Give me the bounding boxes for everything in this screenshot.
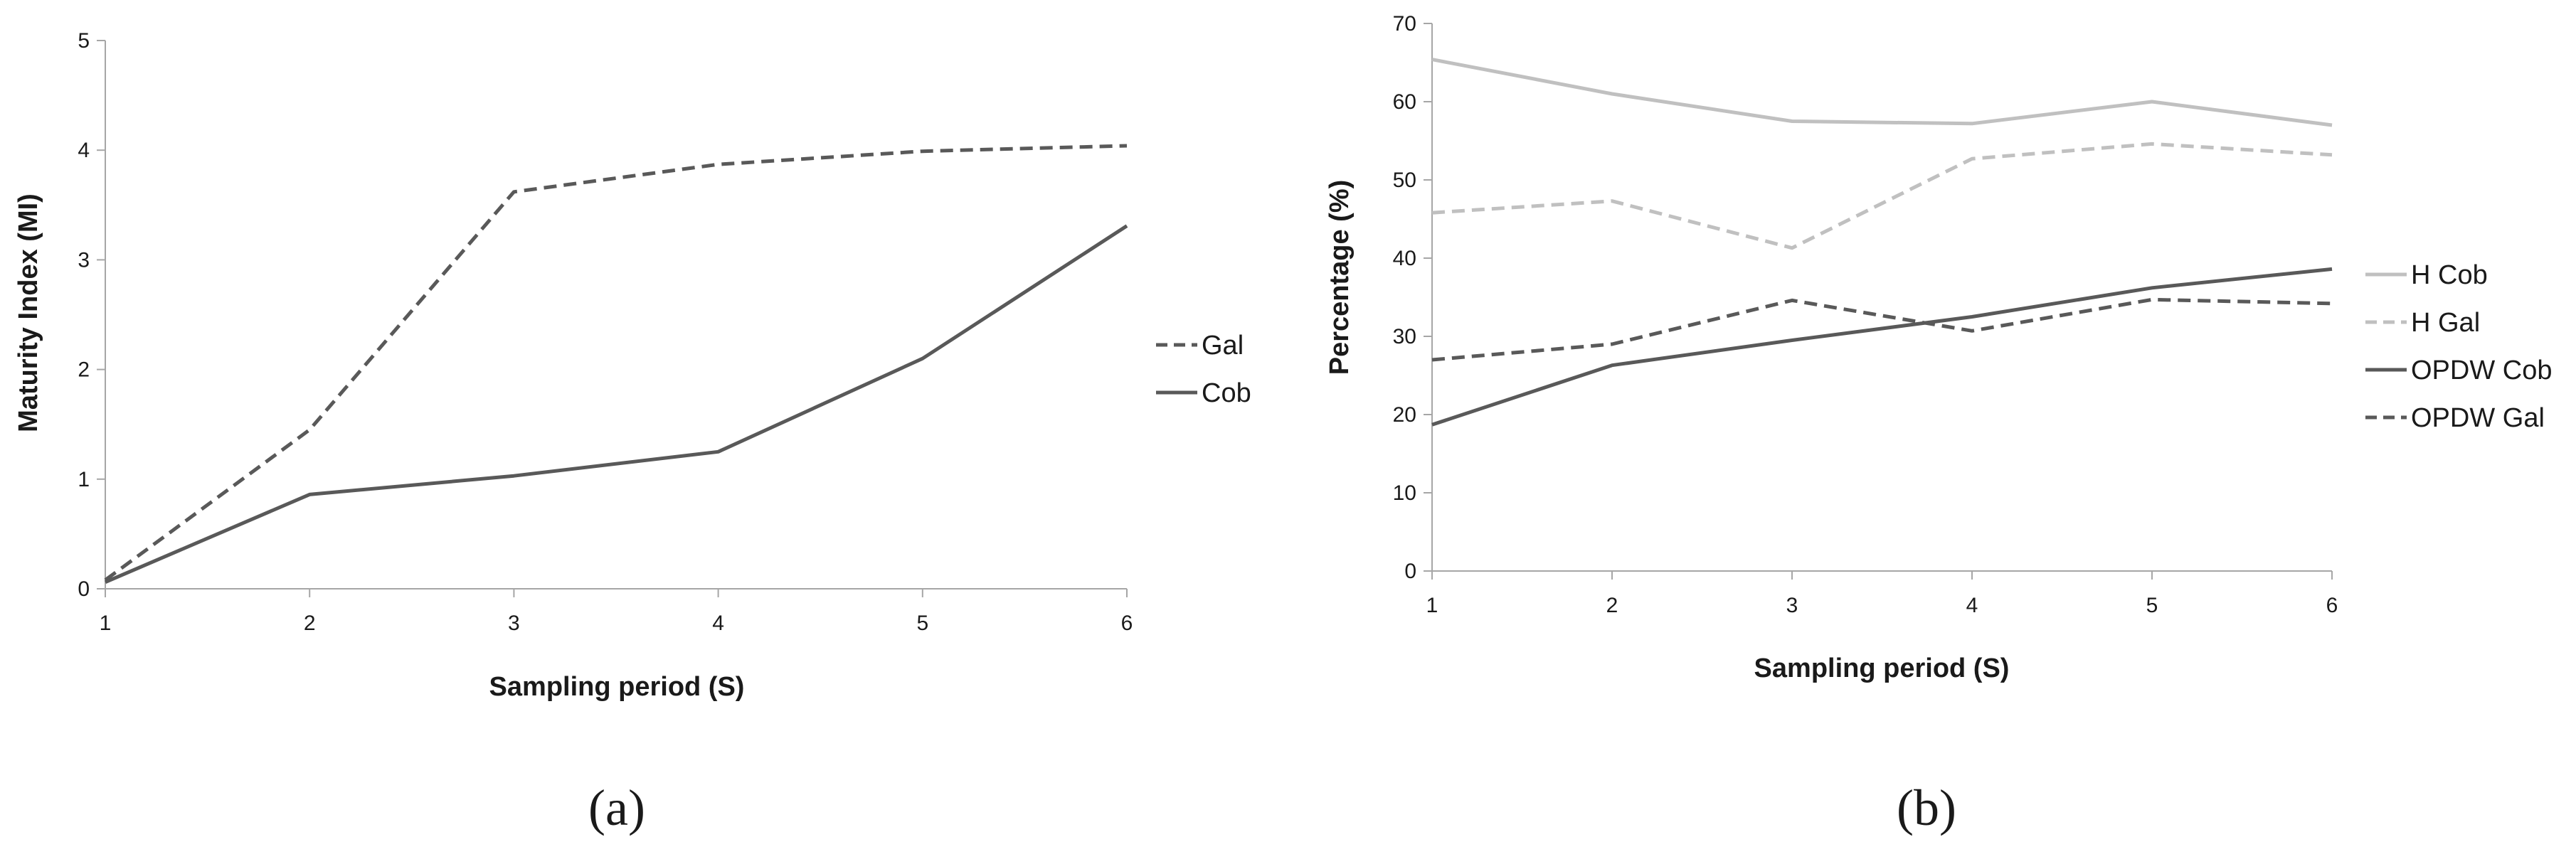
series-line-opdw-cob bbox=[1431, 267, 2333, 427]
legend-label-opdw-gal: OPDW Gal bbox=[2411, 403, 2545, 433]
legend-label-opdw-cob: OPDW Cob bbox=[2411, 356, 2552, 385]
legend-label-gal: Gal bbox=[1202, 331, 1244, 361]
y-tick-label: 70 bbox=[1393, 12, 1416, 36]
y-tick-label: 0 bbox=[78, 577, 90, 601]
series-line-gal bbox=[104, 144, 1128, 582]
chart-b-series bbox=[1431, 58, 2333, 427]
x-tick-label: 2 bbox=[304, 612, 316, 635]
x-tick-label: 1 bbox=[100, 612, 112, 635]
y-tick-label: 20 bbox=[1393, 403, 1416, 427]
chart-b-panel-label: (b) bbox=[1897, 779, 1956, 836]
y-tick-label: 1 bbox=[78, 468, 90, 491]
y-tick-label: 50 bbox=[1393, 169, 1416, 192]
chart-b-axes: 0 10 20 30 40 50 60 70 1 2 3 4 5 6 bbox=[1393, 12, 2338, 617]
chart-panel-b: 0 10 20 30 40 50 60 70 1 2 3 4 5 6 H Cob H Gal OPDW Cob… bbox=[1288, 0, 2576, 855]
chart-b-y-axis-title: Percentage (%) bbox=[1325, 180, 1355, 375]
chart-b-legend: H Cob H Gal OPDW Cob OPDW Gal bbox=[2365, 260, 2552, 433]
x-tick-label: 3 bbox=[1786, 594, 1798, 617]
chart-a-x-axis-title: Sampling period (S) bbox=[489, 672, 745, 702]
y-tick-label: 4 bbox=[78, 139, 90, 162]
series-line-h-gal bbox=[1431, 142, 2333, 250]
chart-a-panel-label: (a) bbox=[588, 779, 645, 836]
series-line-opdw-gal bbox=[1431, 297, 2333, 362]
chart-b-svg: 0 10 20 30 40 50 60 70 1 2 3 4 5 6 H Cob H Gal OPDW Cob… bbox=[1325, 12, 2552, 836]
legend-label-h-gal: H Gal bbox=[2411, 308, 2480, 338]
y-tick-label: 10 bbox=[1393, 481, 1416, 505]
y-tick-label: 0 bbox=[1404, 560, 1416, 583]
x-tick-label: 6 bbox=[2326, 594, 2338, 617]
y-tick-label: 3 bbox=[78, 248, 90, 272]
x-tick-label: 4 bbox=[712, 612, 724, 635]
x-tick-label: 2 bbox=[1606, 594, 1618, 617]
legend-label-h-cob: H Cob bbox=[2411, 260, 2488, 290]
y-tick-label: 30 bbox=[1393, 325, 1416, 348]
chart-a-series bbox=[104, 144, 1128, 584]
x-tick-label: 3 bbox=[508, 612, 520, 635]
x-tick-label: 4 bbox=[1966, 594, 1978, 617]
x-tick-label: 1 bbox=[1426, 594, 1438, 617]
x-tick-label: 6 bbox=[1121, 612, 1133, 635]
y-tick-label: 40 bbox=[1393, 247, 1416, 270]
x-tick-label: 5 bbox=[2146, 594, 2158, 617]
chart-a-legend: Gal Cob bbox=[1156, 331, 1251, 408]
series-line-cob bbox=[105, 224, 1128, 584]
y-tick-label: 60 bbox=[1393, 90, 1416, 114]
x-tick-label: 5 bbox=[916, 612, 928, 635]
series-line-h-cob bbox=[1431, 58, 2333, 127]
legend-label-cob: Cob bbox=[1202, 378, 1251, 408]
y-tick-label: 2 bbox=[78, 358, 90, 382]
y-tick-label: 5 bbox=[78, 29, 90, 53]
chart-b-x-axis-title: Sampling period (S) bbox=[1754, 653, 2010, 683]
chart-a-y-axis-title: Maturity Index (MI) bbox=[14, 193, 43, 432]
